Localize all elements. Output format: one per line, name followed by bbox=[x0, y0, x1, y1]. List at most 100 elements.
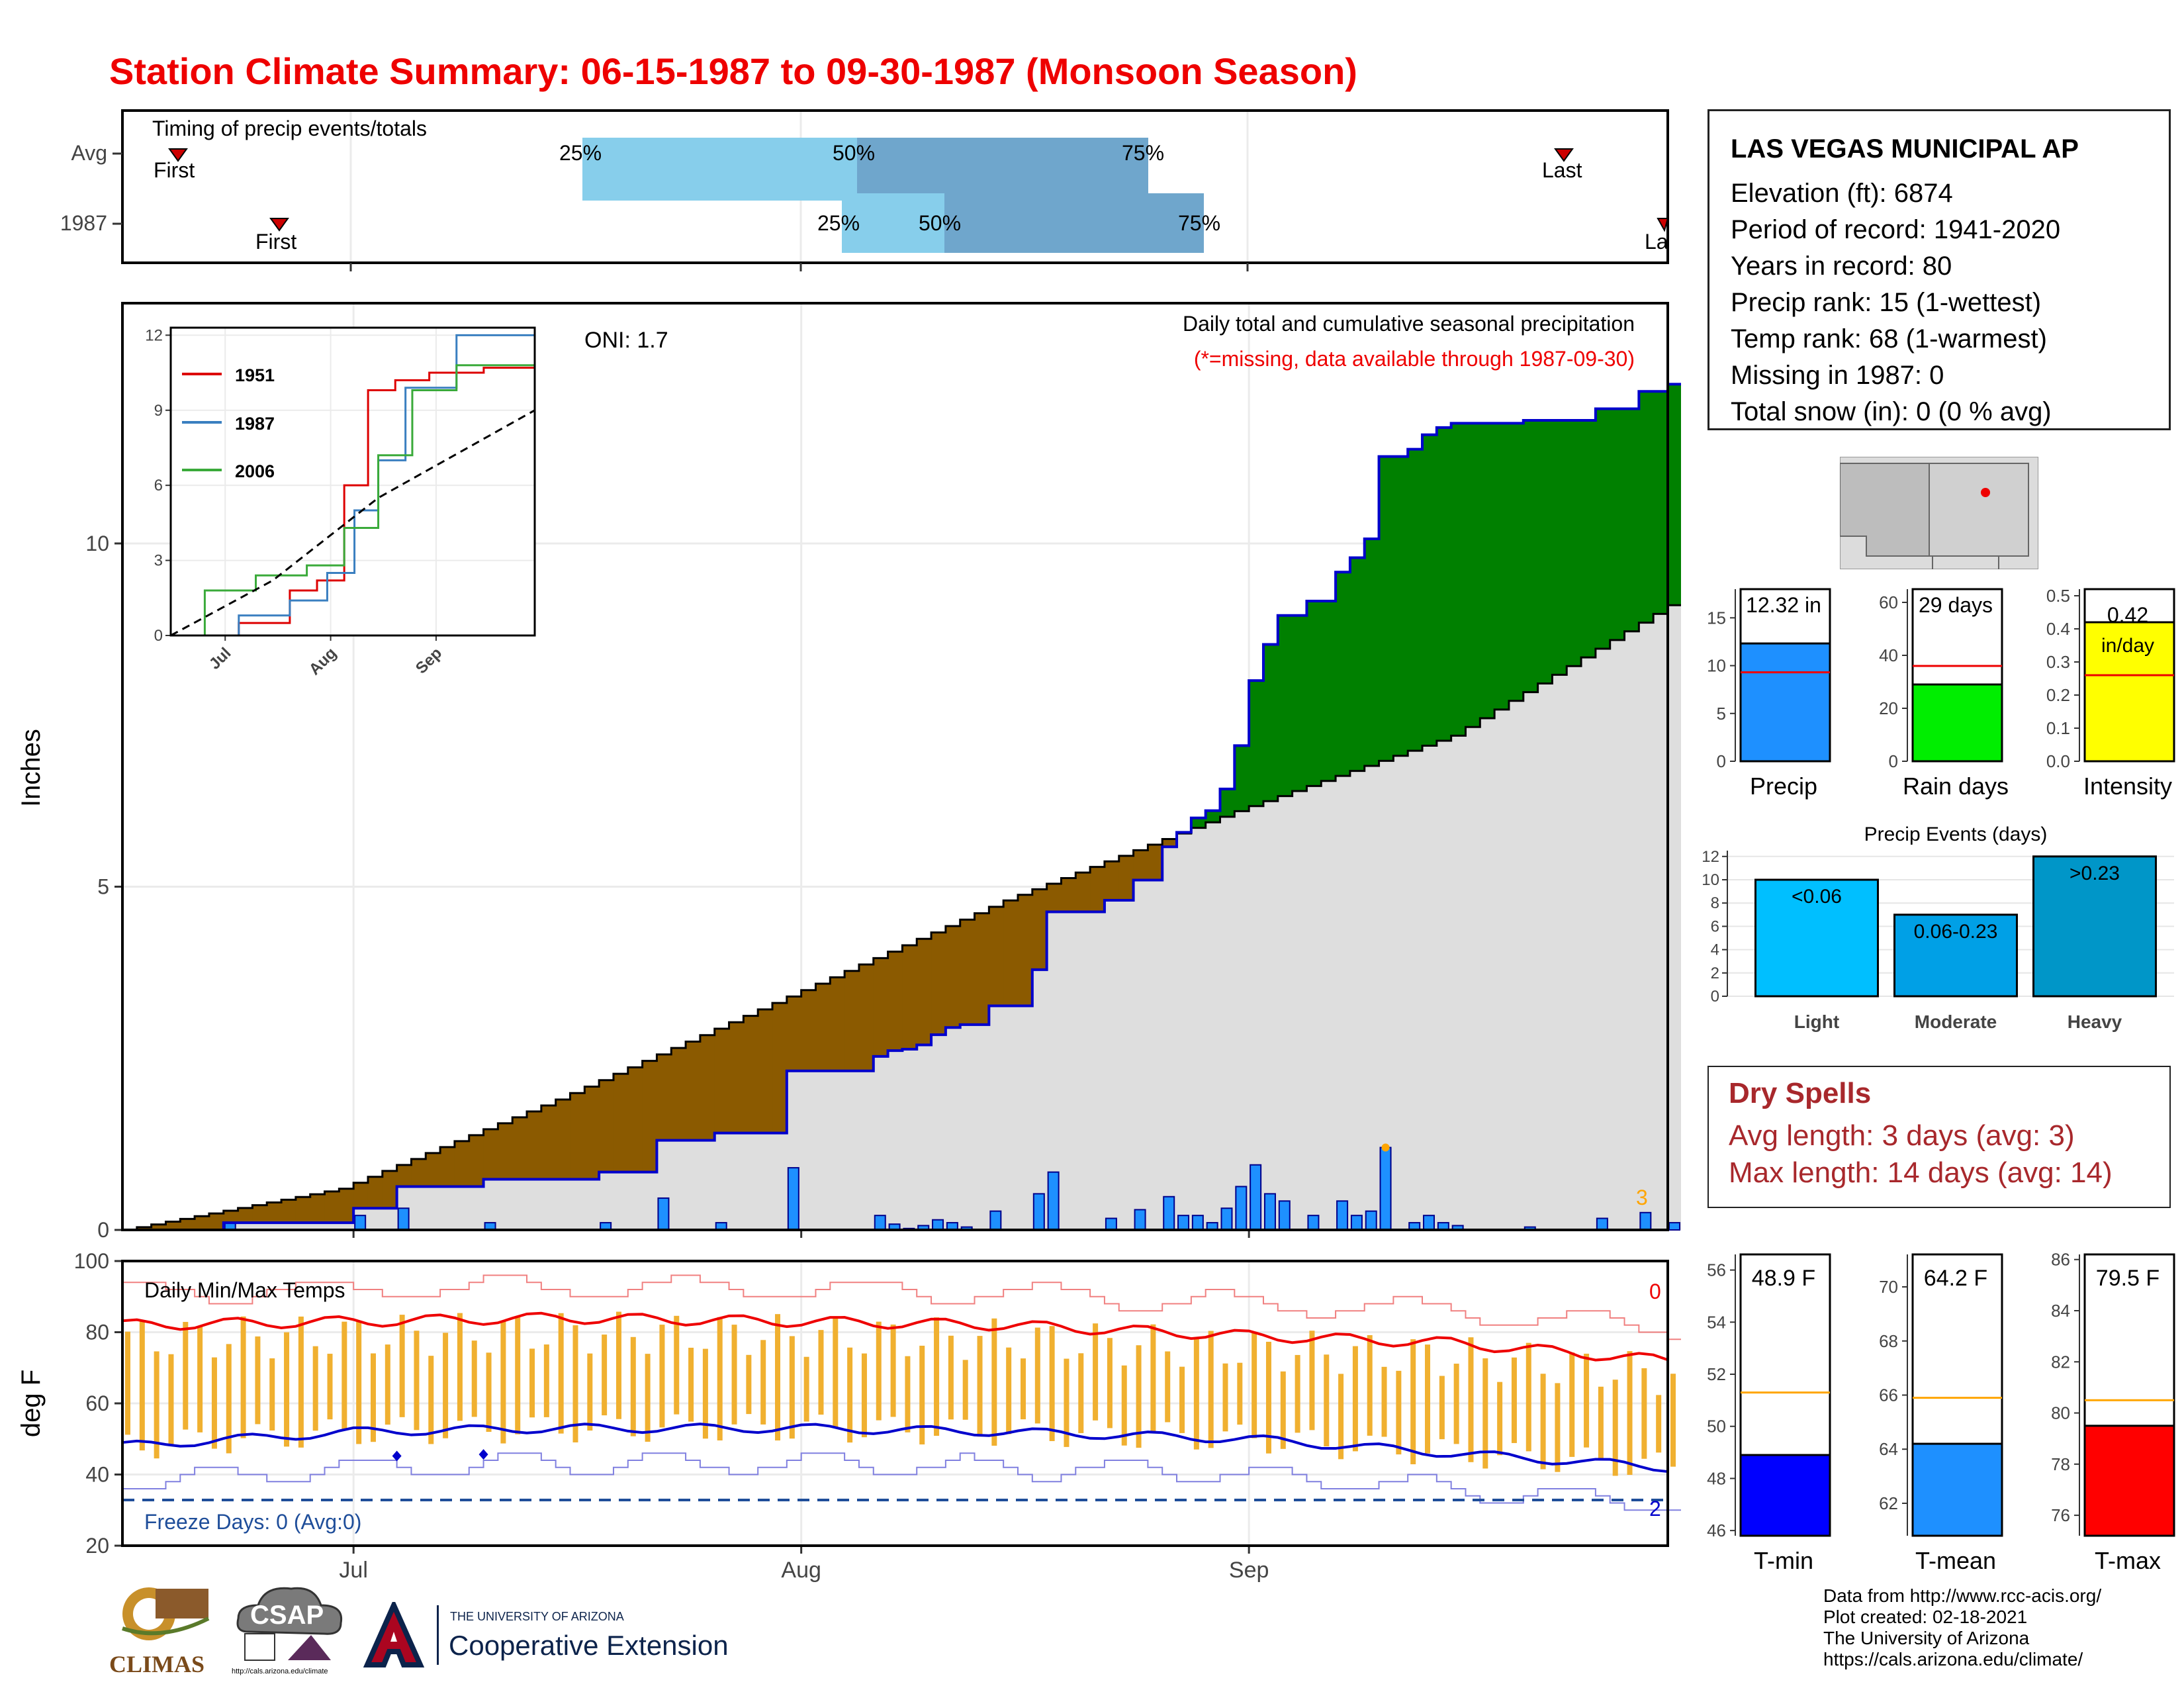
page-title: Station Climate Summary: 06-15-1987 to 0… bbox=[109, 50, 1357, 92]
events-bar-label: 0.06-0.23 bbox=[1914, 921, 1998, 943]
daily-temp-range-bar bbox=[659, 1325, 665, 1428]
daily-temp-range-bar bbox=[833, 1317, 839, 1429]
events-category-label: Heavy bbox=[2068, 1011, 2122, 1032]
daily-precip-bar bbox=[1032, 1193, 1045, 1231]
y1987-50-75-bar bbox=[944, 193, 1204, 253]
main-precip-chart: 0 5 10 Inches Daily total and cumulative s… bbox=[17, 302, 1681, 1242]
ua-logo: THE UNIVERSITY OF ARIZONA Cooperative Ex… bbox=[361, 1602, 745, 1675]
below-average-fill bbox=[873, 958, 889, 1056]
above-average-fill bbox=[1292, 615, 1307, 791]
below-average-fill bbox=[830, 977, 845, 1071]
station-missing: Missing in 1987: 0 bbox=[1731, 361, 1944, 390]
below-average-fill bbox=[324, 1191, 340, 1223]
above-average-fill bbox=[1393, 456, 1408, 756]
daily-temp-range-bar bbox=[1555, 1383, 1561, 1472]
average-cumulative-line bbox=[122, 604, 1681, 1231]
daily-temp-range-bar bbox=[645, 1354, 651, 1442]
daily-temp-range-bar bbox=[1670, 1374, 1676, 1467]
daily-temp-range-bar bbox=[1295, 1354, 1300, 1433]
station-temp-rank: Temp rank: 68 (1-warmest) bbox=[1731, 324, 2047, 353]
below-average-fill bbox=[801, 990, 816, 1071]
inset-series-average bbox=[170, 409, 535, 637]
below-average-fill bbox=[353, 1182, 369, 1209]
below-average-fill bbox=[469, 1135, 484, 1187]
events-bar-label: >0.23 bbox=[2070, 863, 2120, 884]
below-average-fill bbox=[599, 1080, 614, 1172]
intensity-mini-value: 0.42 bbox=[2107, 603, 2148, 627]
main-annotation-title: Daily total and cumulative seasonal prec… bbox=[1183, 312, 1635, 336]
inset-y-tick-label: 6 bbox=[154, 477, 163, 494]
timing-row-1987-label: 1987 bbox=[60, 211, 107, 235]
daily-temp-range-bar bbox=[602, 1335, 608, 1416]
daily-temp-range-bar bbox=[414, 1331, 420, 1430]
tmax-value: 79.5 F bbox=[2096, 1266, 2160, 1291]
daily-temp-range-bar bbox=[803, 1356, 809, 1422]
below-average-fill bbox=[1104, 861, 1120, 901]
temp-title: Daily Min/Max Temps bbox=[144, 1278, 345, 1302]
events-y-tick-label: 0 bbox=[1711, 988, 1719, 1006]
main-y-tick-label: 5 bbox=[97, 874, 109, 898]
above-average-fill bbox=[1624, 408, 1639, 632]
station-location-dot bbox=[1981, 488, 1990, 497]
below-average-fill bbox=[541, 1105, 557, 1180]
below-average-fill bbox=[1148, 844, 1163, 880]
precip-tick-label: 15 bbox=[1707, 608, 1726, 628]
above-average-fill bbox=[1277, 615, 1293, 796]
daily-temp-range-bar bbox=[558, 1313, 564, 1434]
daily-precip-bar bbox=[1250, 1164, 1262, 1231]
above-average-fill bbox=[1408, 449, 1423, 751]
tmax-tick-label: 82 bbox=[2051, 1352, 2070, 1372]
below-average-fill bbox=[454, 1141, 470, 1187]
daily-precip-bar bbox=[989, 1210, 1002, 1231]
raindays-mini-value: 29 days bbox=[1919, 593, 1993, 617]
daily-temp-range-bar bbox=[948, 1335, 954, 1420]
tmax-bar-label: T-max bbox=[2095, 1547, 2161, 1574]
above-average-fill bbox=[1436, 427, 1452, 741]
above-average-fill bbox=[1451, 423, 1466, 736]
avg-first-label: First bbox=[154, 158, 195, 182]
above-average-fill bbox=[1349, 557, 1365, 771]
above-average-fill bbox=[1494, 423, 1510, 710]
below-average-fill bbox=[165, 1221, 181, 1230]
tmin-tick-label: 46 bbox=[1707, 1521, 1726, 1540]
legend-1987-label: 1987 bbox=[235, 414, 275, 434]
daily-temp-range-bar bbox=[385, 1344, 390, 1425]
daily-temp-range-bar bbox=[457, 1313, 463, 1421]
daily-temp-range-bar bbox=[1121, 1365, 1127, 1446]
y1987-first-marker-icon bbox=[269, 218, 289, 232]
below-average-fill bbox=[195, 1216, 210, 1230]
below-average-fill bbox=[1090, 867, 1105, 912]
avg-first-marker-icon bbox=[168, 148, 188, 162]
daily-precip-bar bbox=[354, 1215, 367, 1231]
daily-temp-range-bar bbox=[356, 1321, 362, 1444]
daily-temp-range-bar bbox=[1093, 1323, 1099, 1421]
above-average-fill bbox=[1610, 408, 1625, 640]
record-low-marker bbox=[478, 1449, 488, 1460]
credit-plot-date: Plot created: 02-18-2021 bbox=[1823, 1607, 2028, 1627]
above-average-fill bbox=[1336, 572, 1351, 776]
below-average-fill bbox=[584, 1086, 600, 1180]
daily-temp-range-bar bbox=[731, 1325, 737, 1425]
precip-tick-label: 5 bbox=[1717, 704, 1726, 724]
below-average-fill bbox=[339, 1188, 354, 1223]
daily-temp-range-bar bbox=[818, 1330, 824, 1415]
temp-x-tick-label: Jul bbox=[339, 1558, 367, 1583]
daily-precip-bar bbox=[1336, 1200, 1349, 1231]
ua-line1: THE UNIVERSITY OF ARIZONA bbox=[450, 1610, 624, 1623]
legend-2006-label: 2006 bbox=[235, 461, 275, 481]
below-average-fill bbox=[772, 1003, 788, 1133]
csap-cloud-icon bbox=[236, 1587, 343, 1661]
above-average-fill bbox=[1234, 745, 1250, 812]
intensity-tick-label: 0.1 bbox=[2046, 718, 2070, 738]
above-average-fill bbox=[1191, 818, 1206, 828]
events-y-tick-label: 6 bbox=[1711, 917, 1719, 935]
daily-temp-range-bar bbox=[1352, 1346, 1358, 1452]
daily-temp-range-bar bbox=[789, 1336, 795, 1439]
avg-min-temp-line bbox=[122, 1423, 1668, 1474]
daily-temp-range-bar bbox=[905, 1356, 911, 1432]
daily-temp-range-bar bbox=[775, 1314, 781, 1441]
daily-temp-range-bar bbox=[1078, 1353, 1084, 1433]
temp-y-tick-label: 100 bbox=[74, 1251, 109, 1273]
tmax-tick-label: 86 bbox=[2051, 1250, 2070, 1270]
above-average-fill bbox=[1220, 788, 1235, 817]
